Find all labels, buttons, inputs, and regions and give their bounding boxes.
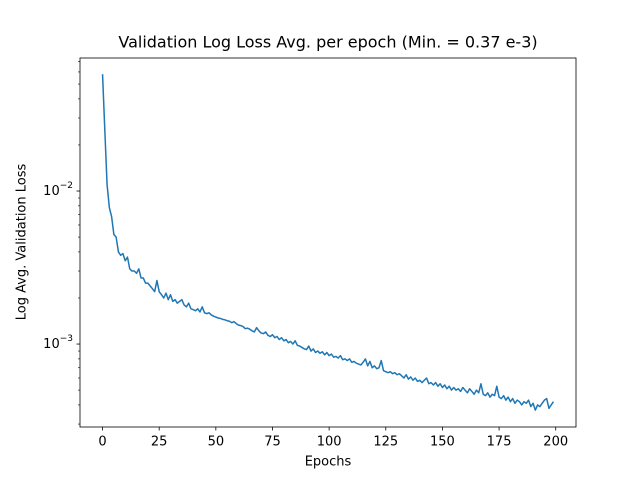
tick-base: 10 bbox=[43, 184, 60, 199]
x-axis-label: Epochs bbox=[305, 455, 352, 470]
y-tick-label: 10−2 bbox=[43, 181, 73, 199]
x-tick-label: 150 bbox=[430, 435, 455, 450]
x-tick-label: 200 bbox=[543, 435, 568, 450]
x-tick-label: 0 bbox=[98, 435, 106, 450]
y-tick-label: 10−3 bbox=[43, 334, 73, 352]
chart-title: Validation Log Loss Avg. per epoch (Min.… bbox=[118, 33, 537, 52]
x-tick-label: 175 bbox=[487, 435, 512, 450]
tick-exponent: −3 bbox=[60, 334, 73, 344]
x-tick-label: 50 bbox=[208, 435, 225, 450]
y-axis-label: Log Avg. Validation Loss bbox=[15, 164, 30, 321]
x-tick-label: 100 bbox=[317, 435, 342, 450]
tick-exponent: −2 bbox=[60, 181, 73, 191]
plot-frame bbox=[79, 57, 577, 428]
tick-base: 10 bbox=[43, 337, 60, 352]
x-tick-label: 125 bbox=[373, 435, 398, 450]
data-line bbox=[101, 74, 555, 411]
x-tick-label: 75 bbox=[264, 435, 281, 450]
x-tick-label: 25 bbox=[151, 435, 168, 450]
